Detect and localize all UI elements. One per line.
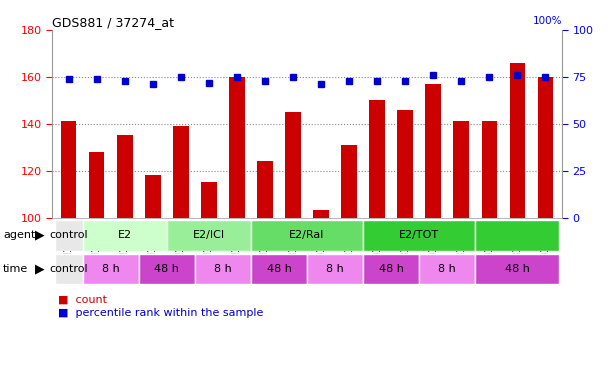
Bar: [313, 210, 329, 218]
Bar: [538, 77, 553, 218]
Text: 48 h: 48 h: [155, 264, 179, 274]
Text: ▶: ▶: [35, 229, 45, 242]
Bar: [481, 122, 497, 218]
Bar: [363, 254, 419, 284]
Bar: [397, 110, 413, 218]
Bar: [167, 220, 251, 251]
Text: 8 h: 8 h: [102, 264, 120, 274]
Bar: [257, 161, 273, 218]
Text: ■  percentile rank within the sample: ■ percentile rank within the sample: [58, 308, 263, 318]
Bar: [195, 254, 251, 284]
Bar: [342, 145, 357, 218]
Bar: [55, 220, 82, 251]
Bar: [229, 77, 244, 218]
Text: E2/TOT: E2/TOT: [399, 230, 439, 240]
Text: 8 h: 8 h: [326, 264, 344, 274]
Text: 100%: 100%: [533, 16, 562, 26]
Bar: [251, 220, 363, 251]
Bar: [475, 254, 559, 284]
Text: 48 h: 48 h: [266, 264, 291, 274]
Bar: [117, 135, 133, 218]
Bar: [145, 176, 161, 217]
Text: control: control: [49, 264, 88, 274]
Bar: [370, 100, 385, 218]
Bar: [425, 84, 441, 218]
Text: 48 h: 48 h: [379, 264, 403, 274]
Bar: [510, 63, 525, 217]
Text: 8 h: 8 h: [214, 264, 232, 274]
Text: agent: agent: [3, 230, 35, 240]
Text: E2/Ral: E2/Ral: [290, 230, 324, 240]
Bar: [139, 254, 195, 284]
Bar: [251, 254, 307, 284]
Bar: [419, 254, 475, 284]
Bar: [82, 220, 167, 251]
Bar: [285, 112, 301, 218]
Bar: [173, 126, 189, 218]
Text: E2: E2: [118, 230, 132, 240]
Text: E2/ICI: E2/ICI: [193, 230, 225, 240]
Bar: [61, 122, 76, 218]
Bar: [453, 122, 469, 218]
Text: time: time: [3, 264, 28, 274]
Bar: [201, 182, 217, 218]
Text: 8 h: 8 h: [438, 264, 456, 274]
Bar: [475, 220, 559, 251]
Text: ■  count: ■ count: [58, 295, 107, 305]
Text: GDS881 / 37274_at: GDS881 / 37274_at: [52, 16, 174, 29]
Text: 48 h: 48 h: [505, 264, 530, 274]
Bar: [307, 254, 363, 284]
Bar: [363, 220, 475, 251]
Bar: [89, 152, 104, 217]
Text: ▶: ▶: [35, 262, 45, 276]
Bar: [55, 254, 82, 284]
Text: control: control: [49, 230, 88, 240]
Bar: [82, 254, 139, 284]
